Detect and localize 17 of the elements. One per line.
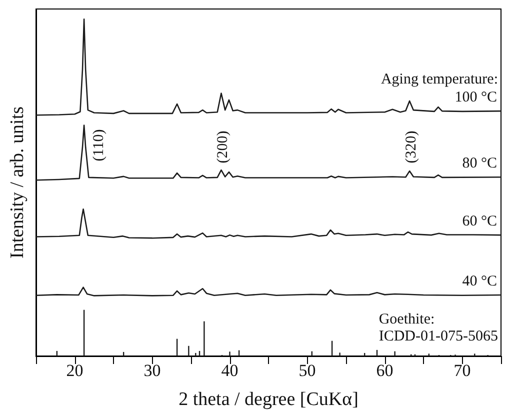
x-tick-label: 40 [221, 361, 238, 380]
annotation: Aging temperature: [380, 72, 498, 88]
x-tick-label: 70 [454, 361, 471, 380]
x-axis-title: 2 theta / degree [CuKα] [178, 389, 358, 410]
x-tick-label: 60 [376, 361, 394, 380]
series-label: 80 °C [462, 156, 497, 172]
x-tick-label: 20 [66, 361, 84, 380]
series-label: 100 °C [454, 90, 497, 106]
series-label: 60 °C [462, 214, 497, 230]
y-axis-title: Intensity / arb. units [7, 106, 28, 258]
annotation: (320) [404, 130, 420, 164]
annotation: (110) [91, 129, 108, 162]
annotation: (200) [215, 130, 232, 164]
x-tick-label: 50 [298, 361, 316, 380]
x-tick-label: 30 [144, 361, 161, 380]
series-label: Goethite: ICDD-01-075-5065 [378, 312, 498, 344]
series-label: 40 °C [462, 274, 497, 290]
